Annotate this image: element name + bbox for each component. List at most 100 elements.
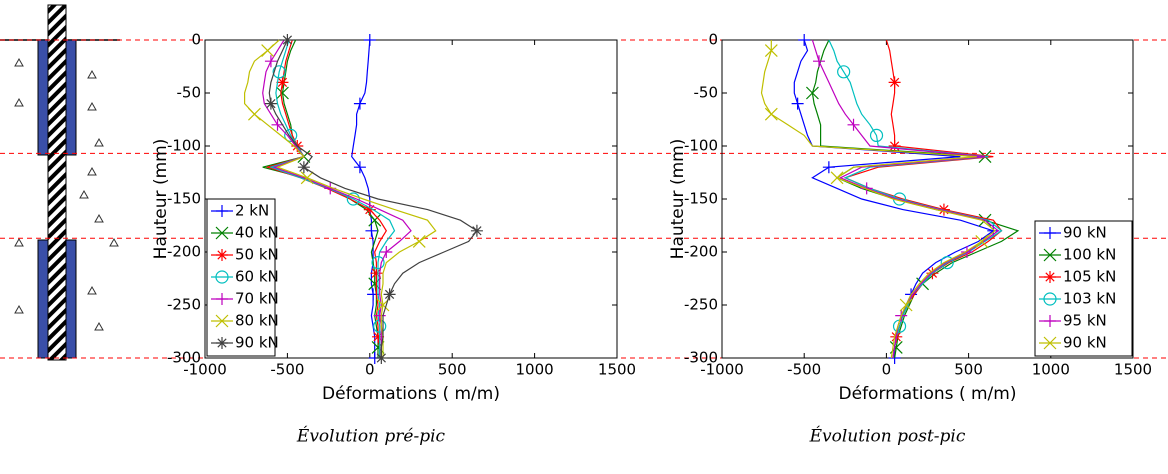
series-line [811,39,1020,359]
series-marker [248,107,261,121]
series-marker [271,118,284,131]
series-marker [281,34,294,46]
series-marker [264,97,277,110]
series-marker [847,118,860,131]
legend-marker [1044,315,1056,327]
caption: Évolution post-pic [809,426,966,447]
series-line [269,39,396,358]
series-marker [764,44,778,58]
series-marker [822,161,835,174]
y-tick-label: -50 [177,84,202,102]
y-tick-label: -50 [694,84,719,102]
series-marker [412,234,426,248]
series-marker [365,224,378,237]
y-tick-label: -250 [167,296,201,314]
legend-label: 90 kN [1063,224,1107,242]
y-tick-label: -200 [167,243,201,261]
series-marker [830,171,844,185]
legend-label: 80 kN [235,312,279,330]
legend-label: 50 kN [235,246,279,264]
legend-marker [216,293,228,305]
series-marker [791,97,804,110]
series-marker [899,298,913,312]
series-marker [383,288,396,301]
series-marker [764,107,778,121]
legend-marker [216,337,228,349]
legend-label: 100 kN [1063,246,1116,264]
series-line [351,39,376,358]
pile-schematic [0,4,120,361]
y-axis-label: Hauteur (mm) [668,139,688,260]
legend-box [1034,220,1133,357]
x-tick-label: -1000 [700,361,744,379]
series-marker [276,76,289,89]
legend-marker [1043,292,1057,306]
series-marker [363,203,376,216]
series-marker [353,161,366,174]
legend-marker [1043,248,1057,262]
series-marker [888,140,901,152]
legend-label: 60 kN [235,268,279,286]
series-marker [372,330,385,343]
series-marker [368,213,382,227]
series-marker [264,55,277,68]
caption: Évolution pré-pic [296,426,446,447]
legend-label: 90 kN [235,334,279,352]
series-marker [940,256,954,270]
y-tick-label: 0 [708,31,718,49]
legend-marker [216,205,228,217]
legend-marker [1044,271,1056,283]
y-tick-label: -150 [167,190,201,208]
series-marker [261,44,275,58]
series-marker [375,352,388,364]
y-tick-label: -200 [684,243,718,261]
legend-marker [1044,227,1056,239]
legend-marker [215,270,229,284]
x-tick-label: 500 [438,361,467,379]
series-marker [888,76,901,89]
x-tick-label: 1500 [1114,361,1152,379]
series-marker [368,277,382,291]
y-tick-label: -100 [684,137,718,155]
series-marker [363,34,376,46]
x-tick-label: 500 [954,361,983,379]
y-tick-label: -100 [167,137,201,155]
series-marker [960,246,973,258]
legend-label: 70 kN [235,290,279,308]
series-marker [975,234,989,248]
legend-label: 103 kN [1063,290,1116,308]
y-tick-label: -150 [684,190,718,208]
series-marker [367,288,380,301]
legend-marker [215,314,229,328]
series-line [265,39,388,358]
legend-marker [1043,336,1057,350]
series-marker [470,224,483,237]
series-marker [373,309,386,322]
x-tick-label: 1000 [1032,361,1070,379]
series-marker [297,161,310,174]
series-marker [798,34,811,46]
series-marker [380,246,393,258]
series-line [828,39,1003,359]
y-tick-label: 0 [191,31,201,49]
series-line [262,39,412,358]
x-tick-label: 1500 [598,361,636,379]
series-line [843,39,1003,359]
series-line [760,40,996,359]
y-axis-label: Hauteur (mm) [151,139,171,260]
y-tick-label: -250 [684,296,718,314]
x-axis-label: Déformations ( m/m) [839,384,1017,404]
series-marker [937,203,950,216]
x-tick-label: -500 [270,361,304,379]
series-line [268,39,478,358]
series-marker [300,171,314,185]
legend-label: 90 kN [1063,334,1107,352]
series-marker [371,256,385,270]
legend-label: 40 kN [235,224,279,242]
x-tick-label: 0 [882,361,892,379]
series-marker [276,86,289,100]
x-tick-label: 1000 [516,361,554,379]
y-tick-label: -300 [684,349,718,367]
series-marker [869,128,884,142]
